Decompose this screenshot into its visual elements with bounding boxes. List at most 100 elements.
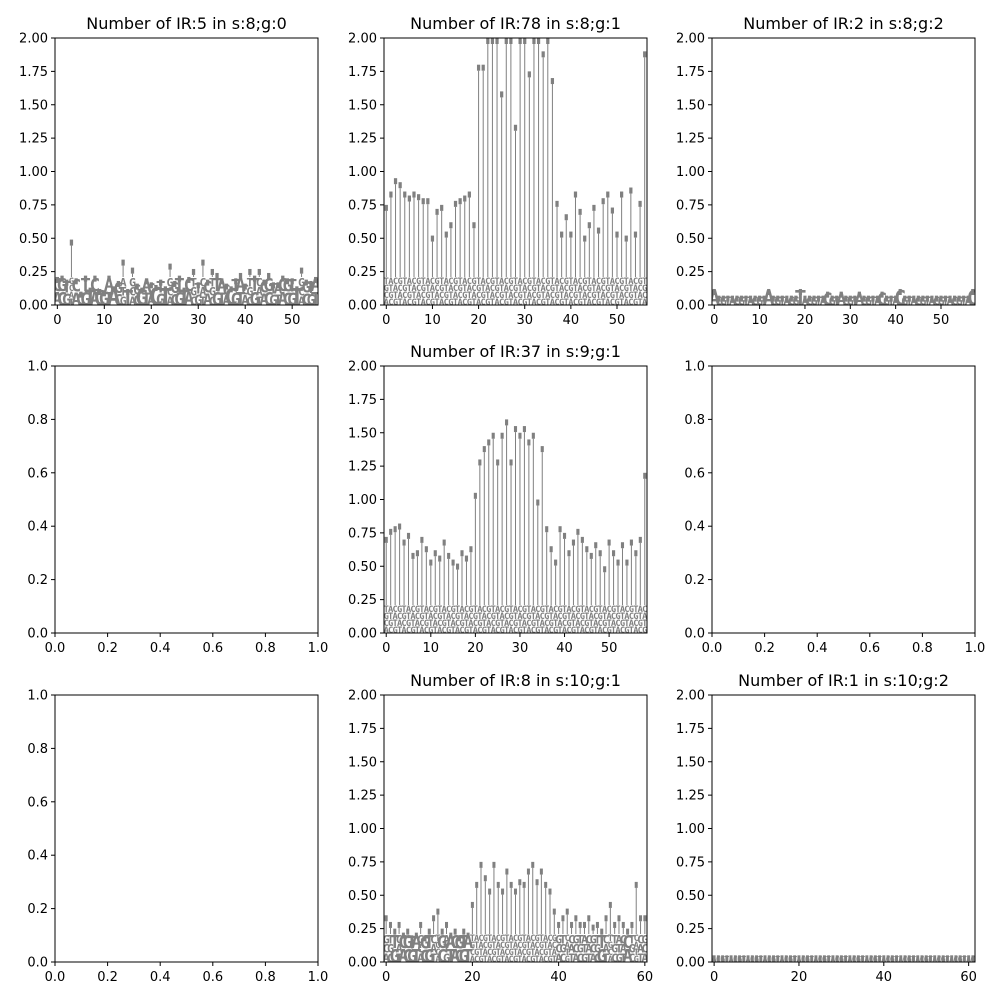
logo-letter: C	[522, 612, 527, 622]
logo-letter: C	[457, 291, 462, 301]
logo-letter: C	[545, 284, 550, 294]
x-tick-label: 0.4	[150, 970, 171, 985]
logo-column: G	[901, 294, 908, 305]
logo-letter: T	[490, 298, 495, 308]
logo-letter: A	[637, 291, 643, 301]
logo-column: A	[966, 954, 971, 962]
logo-letter: G	[504, 605, 509, 615]
logo-letter: C	[589, 605, 594, 615]
logo-column: TA	[310, 276, 318, 305]
logo-cap	[903, 955, 907, 962]
logo-column: C	[733, 294, 740, 305]
logo-letter: C	[547, 934, 552, 944]
logo-cap	[771, 295, 775, 302]
logo-cap	[550, 78, 555, 85]
logo-cap	[187, 276, 191, 283]
y-tick-label: 0.75	[676, 855, 705, 870]
logo-letter: G	[476, 284, 481, 294]
y-tick-label: 1.00	[19, 165, 48, 180]
logo-column: G	[883, 294, 890, 305]
logo-letter: A	[397, 619, 403, 629]
x-tick-label: 40	[887, 313, 904, 328]
logo-cap	[565, 908, 569, 915]
logo-letter: T	[637, 298, 642, 308]
logo-letter: C	[584, 626, 589, 636]
logo-cap	[505, 419, 509, 426]
logo-letter: A	[485, 284, 491, 294]
logo-cap	[423, 935, 427, 942]
logo-letter: G	[559, 942, 566, 956]
logo-letter: C	[256, 275, 263, 289]
logo-letter: T	[142, 290, 152, 309]
logo-letter: T	[624, 277, 629, 287]
logo-letter: C	[494, 291, 499, 301]
logo-letter: G	[443, 951, 450, 965]
logo-letter: G	[401, 612, 406, 622]
logo-column: ACG	[417, 921, 424, 962]
logo-column: G	[873, 954, 878, 962]
logo-letter: C	[559, 277, 564, 287]
logo-column: AC	[398, 932, 409, 962]
logo-cap	[554, 559, 558, 566]
x-tick-label: 0.6	[202, 641, 223, 656]
logo-letter: A	[564, 291, 570, 301]
logo-cap	[643, 51, 647, 58]
logo-letter: G	[269, 293, 278, 309]
logo-cap	[248, 268, 252, 275]
logo-letter: A	[571, 612, 577, 622]
logo-letter: G	[301, 277, 311, 296]
y-tick-label: 1.50	[19, 98, 48, 113]
logo-letter: C	[473, 619, 478, 629]
logo-letter: T	[499, 619, 504, 629]
logo-letter: C	[543, 955, 548, 965]
logo-letter: A	[522, 284, 528, 294]
logo-letter: A	[637, 942, 644, 956]
logo-column: GT	[212, 272, 222, 305]
logo-cap	[252, 275, 257, 282]
logo-cap	[958, 955, 962, 962]
logo-letter: A	[541, 284, 547, 294]
logo-letter: G	[298, 275, 305, 289]
logo-cap	[907, 955, 911, 962]
logo-column: G	[924, 954, 929, 962]
logo-letter: C	[642, 291, 647, 301]
logo-letter: T	[476, 277, 481, 287]
logo-column: AC	[147, 282, 156, 305]
logo-column: A	[796, 954, 801, 962]
logo-cap	[875, 295, 880, 302]
logo-letter: A	[69, 291, 75, 301]
y-tick-label: 2.00	[676, 689, 705, 704]
logo-letter: C	[602, 626, 607, 636]
logo-column: C	[715, 294, 722, 305]
logo-letter: C	[568, 932, 575, 946]
logo-letter: G	[562, 612, 567, 622]
logo-cap	[886, 955, 890, 962]
logo-letter: C	[491, 619, 496, 629]
logo-letter: G	[513, 284, 518, 294]
logo-cap	[402, 539, 406, 546]
logo-cap	[420, 536, 424, 543]
logo-letter: C	[71, 277, 81, 296]
logo-cap	[509, 459, 513, 466]
logo-column: A	[864, 954, 869, 962]
logo-cap	[426, 198, 430, 205]
logo-letter: C	[534, 941, 539, 951]
logo-letter: A	[464, 612, 470, 622]
logo-cap	[617, 915, 621, 922]
logo-column: CGT	[611, 921, 618, 962]
y-tick-label: 0.75	[348, 198, 377, 213]
logo-letter: C	[444, 298, 449, 308]
logo-column: CG	[57, 275, 67, 305]
logo-cap	[717, 295, 721, 302]
logo-letter: T	[582, 298, 587, 308]
